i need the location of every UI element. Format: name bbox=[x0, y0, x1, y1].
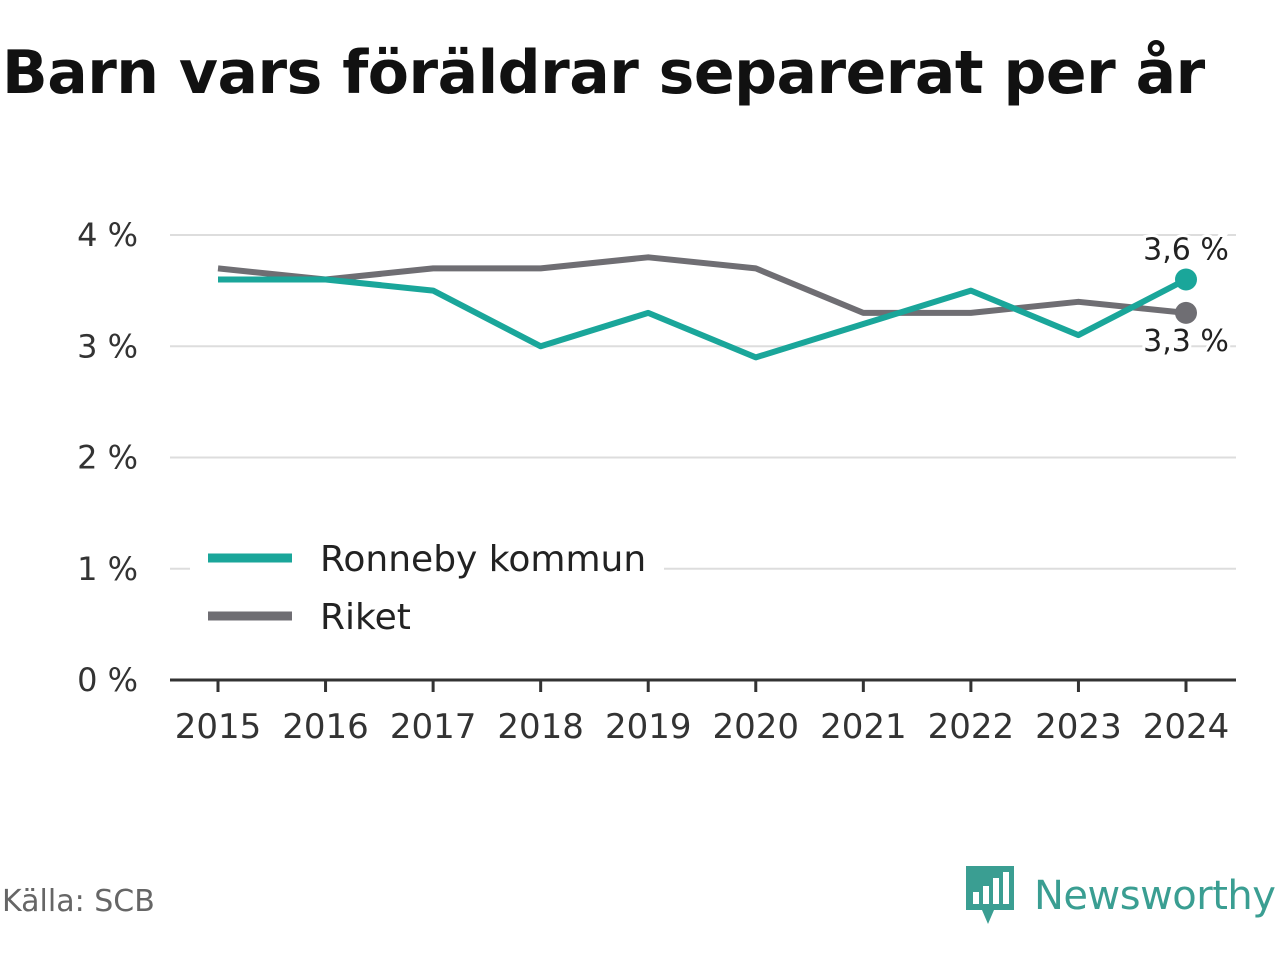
newsworthy-logo-icon bbox=[966, 866, 1014, 924]
x-tick-label: 2015 bbox=[175, 707, 262, 747]
x-tick-label: 2024 bbox=[1143, 707, 1230, 747]
x-axis-labels: 2015 2016 2017 2018 2019 2020 2021 2022 2023 2024 bbox=[175, 707, 1230, 747]
legend: Ronneby kommun Riket bbox=[190, 528, 664, 646]
x-axis bbox=[170, 678, 1236, 692]
series-line bbox=[218, 276, 1188, 361]
y-axis-labels: 0 % 1 % 2 % 3 % 4 % bbox=[77, 216, 138, 699]
chart-title: Barn vars föräldrar separerat per år bbox=[2, 38, 1205, 108]
legend-label: Riket bbox=[320, 597, 411, 638]
x-tick-label: 2022 bbox=[928, 707, 1015, 747]
x-tick-label: 2017 bbox=[390, 707, 477, 747]
x-tick-label: 2020 bbox=[713, 707, 800, 747]
legend-background bbox=[190, 528, 664, 646]
x-tick-label: 2016 bbox=[282, 707, 369, 747]
x-tick-label: 2023 bbox=[1035, 707, 1122, 747]
gridlines bbox=[170, 234, 1236, 570]
y-tick-label: 4 % bbox=[77, 216, 138, 254]
source-note: Källa: SCB bbox=[2, 884, 155, 919]
x-tick-label: 2019 bbox=[605, 707, 692, 747]
y-tick-label: 3 % bbox=[77, 327, 138, 365]
y-tick-label: 2 % bbox=[77, 439, 138, 477]
legend-label: Ronneby kommun bbox=[320, 539, 646, 580]
y-tick-label: 1 % bbox=[77, 550, 138, 588]
end-label: 3,3 % bbox=[1143, 324, 1229, 359]
series-line bbox=[217, 254, 1187, 316]
brand-logo: Newsworthy bbox=[964, 866, 1276, 926]
x-tick-label: 2021 bbox=[820, 707, 907, 747]
end-marker bbox=[1175, 301, 1197, 324]
series bbox=[217, 254, 1197, 361]
y-tick-label: 0 % bbox=[77, 661, 138, 699]
brand-name: Newsworthy bbox=[1034, 873, 1276, 919]
x-tick-label: 2018 bbox=[497, 707, 584, 747]
end-marker bbox=[1175, 268, 1197, 291]
end-label: 3,6 % bbox=[1143, 233, 1229, 268]
end-labels: 3,6 % 3,3 % bbox=[1140, 230, 1232, 362]
